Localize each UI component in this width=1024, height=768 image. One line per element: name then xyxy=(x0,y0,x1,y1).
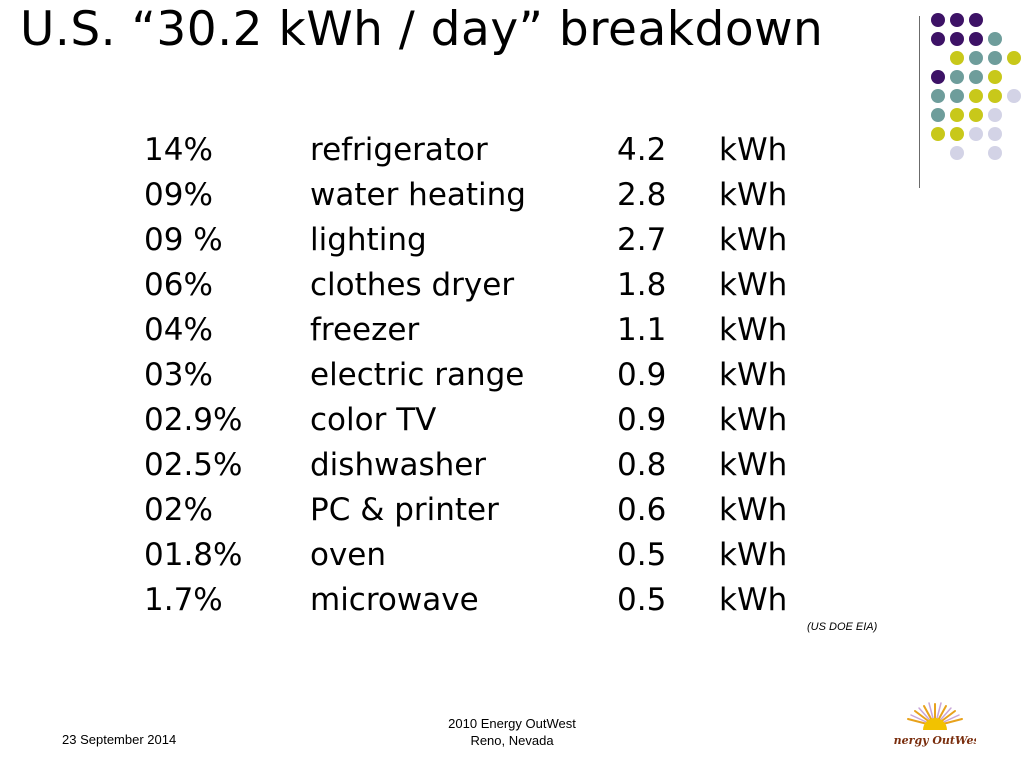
decorative-dot xyxy=(950,51,964,65)
source-note: (US DOE EIA) xyxy=(807,621,878,633)
unit-cell: kWh xyxy=(719,537,788,573)
percent-cell: 09 % xyxy=(144,222,223,258)
appliance-cell: color TV xyxy=(310,402,437,438)
kwh-value-cell: 0.8 xyxy=(617,447,667,483)
decorative-dot xyxy=(931,13,945,27)
footer-event-name: 2010 Energy OutWest xyxy=(448,716,576,731)
decorative-dot xyxy=(988,89,1002,103)
unit-cell: kWh xyxy=(719,222,788,258)
logo-wordmark: Energy OutWest xyxy=(894,734,976,747)
decorative-dot xyxy=(931,127,945,141)
kwh-value-cell: 0.9 xyxy=(617,402,667,438)
decorative-dot xyxy=(969,89,983,103)
percent-cell: 03% xyxy=(144,357,213,393)
kwh-value-cell: 0.5 xyxy=(617,582,667,618)
unit-cell: kWh xyxy=(719,132,788,168)
percent-cell: 14% xyxy=(144,132,213,168)
slide-title: U.S. “30.2 kWh / day” breakdown xyxy=(20,2,824,57)
decorative-dot xyxy=(988,51,1002,65)
decorative-dot xyxy=(988,70,1002,84)
decorative-dot xyxy=(931,108,945,122)
decorative-dot xyxy=(950,108,964,122)
decorative-dot xyxy=(950,70,964,84)
decorative-dot xyxy=(931,89,945,103)
unit-cell: kWh xyxy=(719,492,788,528)
title-divider-line xyxy=(919,16,920,188)
footer-date: 23 September 2014 xyxy=(62,732,177,747)
appliance-cell: oven xyxy=(310,537,387,573)
decorative-dot xyxy=(950,89,964,103)
unit-cell: kWh xyxy=(719,357,788,393)
kwh-value-cell: 0.6 xyxy=(617,492,667,528)
decorative-dot xyxy=(988,32,1002,46)
decorative-dot xyxy=(988,146,1002,160)
kwh-value-cell: 1.1 xyxy=(617,312,667,348)
decorative-dot xyxy=(988,127,1002,141)
decorative-dot xyxy=(969,70,983,84)
kwh-value-cell: 2.8 xyxy=(617,177,667,213)
percent-cell: 04% xyxy=(144,312,213,348)
decorative-dot xyxy=(950,13,964,27)
kwh-value-cell: 0.5 xyxy=(617,537,667,573)
kwh-value-cell: 2.7 xyxy=(617,222,667,258)
unit-cell: kWh xyxy=(719,312,788,348)
percent-cell: 02% xyxy=(144,492,213,528)
kwh-value-cell: 4.2 xyxy=(617,132,667,168)
decorative-dot xyxy=(988,108,1002,122)
decorative-dot xyxy=(950,127,964,141)
energy-outwest-logo: Energy OutWest xyxy=(894,700,976,754)
kwh-value-cell: 0.9 xyxy=(617,357,667,393)
unit-cell: kWh xyxy=(719,402,788,438)
footer-event-location: Reno, Nevada xyxy=(470,733,554,748)
appliance-cell: microwave xyxy=(310,582,479,618)
decorative-dot xyxy=(969,32,983,46)
unit-cell: kWh xyxy=(719,267,788,303)
decorative-dot xyxy=(969,51,983,65)
percent-cell: 01.8% xyxy=(144,537,243,573)
decorative-dot xyxy=(931,32,945,46)
decorative-dot xyxy=(1007,51,1021,65)
percent-cell: 06% xyxy=(144,267,213,303)
decorative-dot-grid xyxy=(931,13,1023,165)
decorative-dot xyxy=(969,13,983,27)
footer-event: 2010 Energy OutWest Reno, Nevada xyxy=(412,715,612,749)
percent-cell: 1.7% xyxy=(144,582,223,618)
unit-cell: kWh xyxy=(719,447,788,483)
unit-cell: kWh xyxy=(719,177,788,213)
decorative-dot xyxy=(950,32,964,46)
decorative-dot xyxy=(931,70,945,84)
percent-cell: 02.9% xyxy=(144,402,243,438)
appliance-cell: clothes dryer xyxy=(310,267,515,303)
appliance-cell: dishwasher xyxy=(310,447,487,483)
decorative-dot xyxy=(1007,89,1021,103)
decorative-dot xyxy=(969,127,983,141)
appliance-cell: water heating xyxy=(310,177,526,213)
appliance-cell: PC & printer xyxy=(310,492,499,528)
appliance-cell: lighting xyxy=(310,222,427,258)
percent-cell: 02.5% xyxy=(144,447,243,483)
sunburst-icon: Energy OutWest xyxy=(894,702,976,747)
decorative-dot xyxy=(950,146,964,160)
appliance-cell: electric range xyxy=(310,357,525,393)
appliance-cell: freezer xyxy=(310,312,420,348)
unit-cell: kWh xyxy=(719,582,788,618)
percent-cell: 09% xyxy=(144,177,213,213)
appliance-cell: refrigerator xyxy=(310,132,488,168)
kwh-value-cell: 1.8 xyxy=(617,267,667,303)
decorative-dot xyxy=(969,108,983,122)
